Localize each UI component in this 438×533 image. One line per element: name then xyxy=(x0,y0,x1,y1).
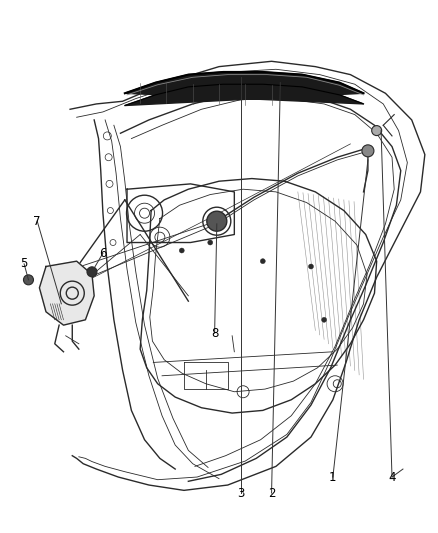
Circle shape xyxy=(260,259,265,264)
Text: 7: 7 xyxy=(33,215,41,228)
Text: 2: 2 xyxy=(268,487,276,499)
Circle shape xyxy=(87,267,97,277)
Polygon shape xyxy=(39,261,94,325)
Polygon shape xyxy=(125,72,364,106)
Circle shape xyxy=(207,211,227,231)
Circle shape xyxy=(308,264,314,269)
Text: 3: 3 xyxy=(237,487,244,499)
Text: 4: 4 xyxy=(388,471,396,483)
Text: 8: 8 xyxy=(211,327,218,340)
Circle shape xyxy=(321,317,327,322)
Circle shape xyxy=(372,126,381,135)
Text: 6: 6 xyxy=(99,247,107,260)
Circle shape xyxy=(24,275,33,285)
Circle shape xyxy=(208,240,213,245)
Circle shape xyxy=(362,145,374,157)
Text: 5: 5 xyxy=(21,257,28,270)
Text: 1: 1 xyxy=(329,471,337,483)
Circle shape xyxy=(179,248,184,253)
